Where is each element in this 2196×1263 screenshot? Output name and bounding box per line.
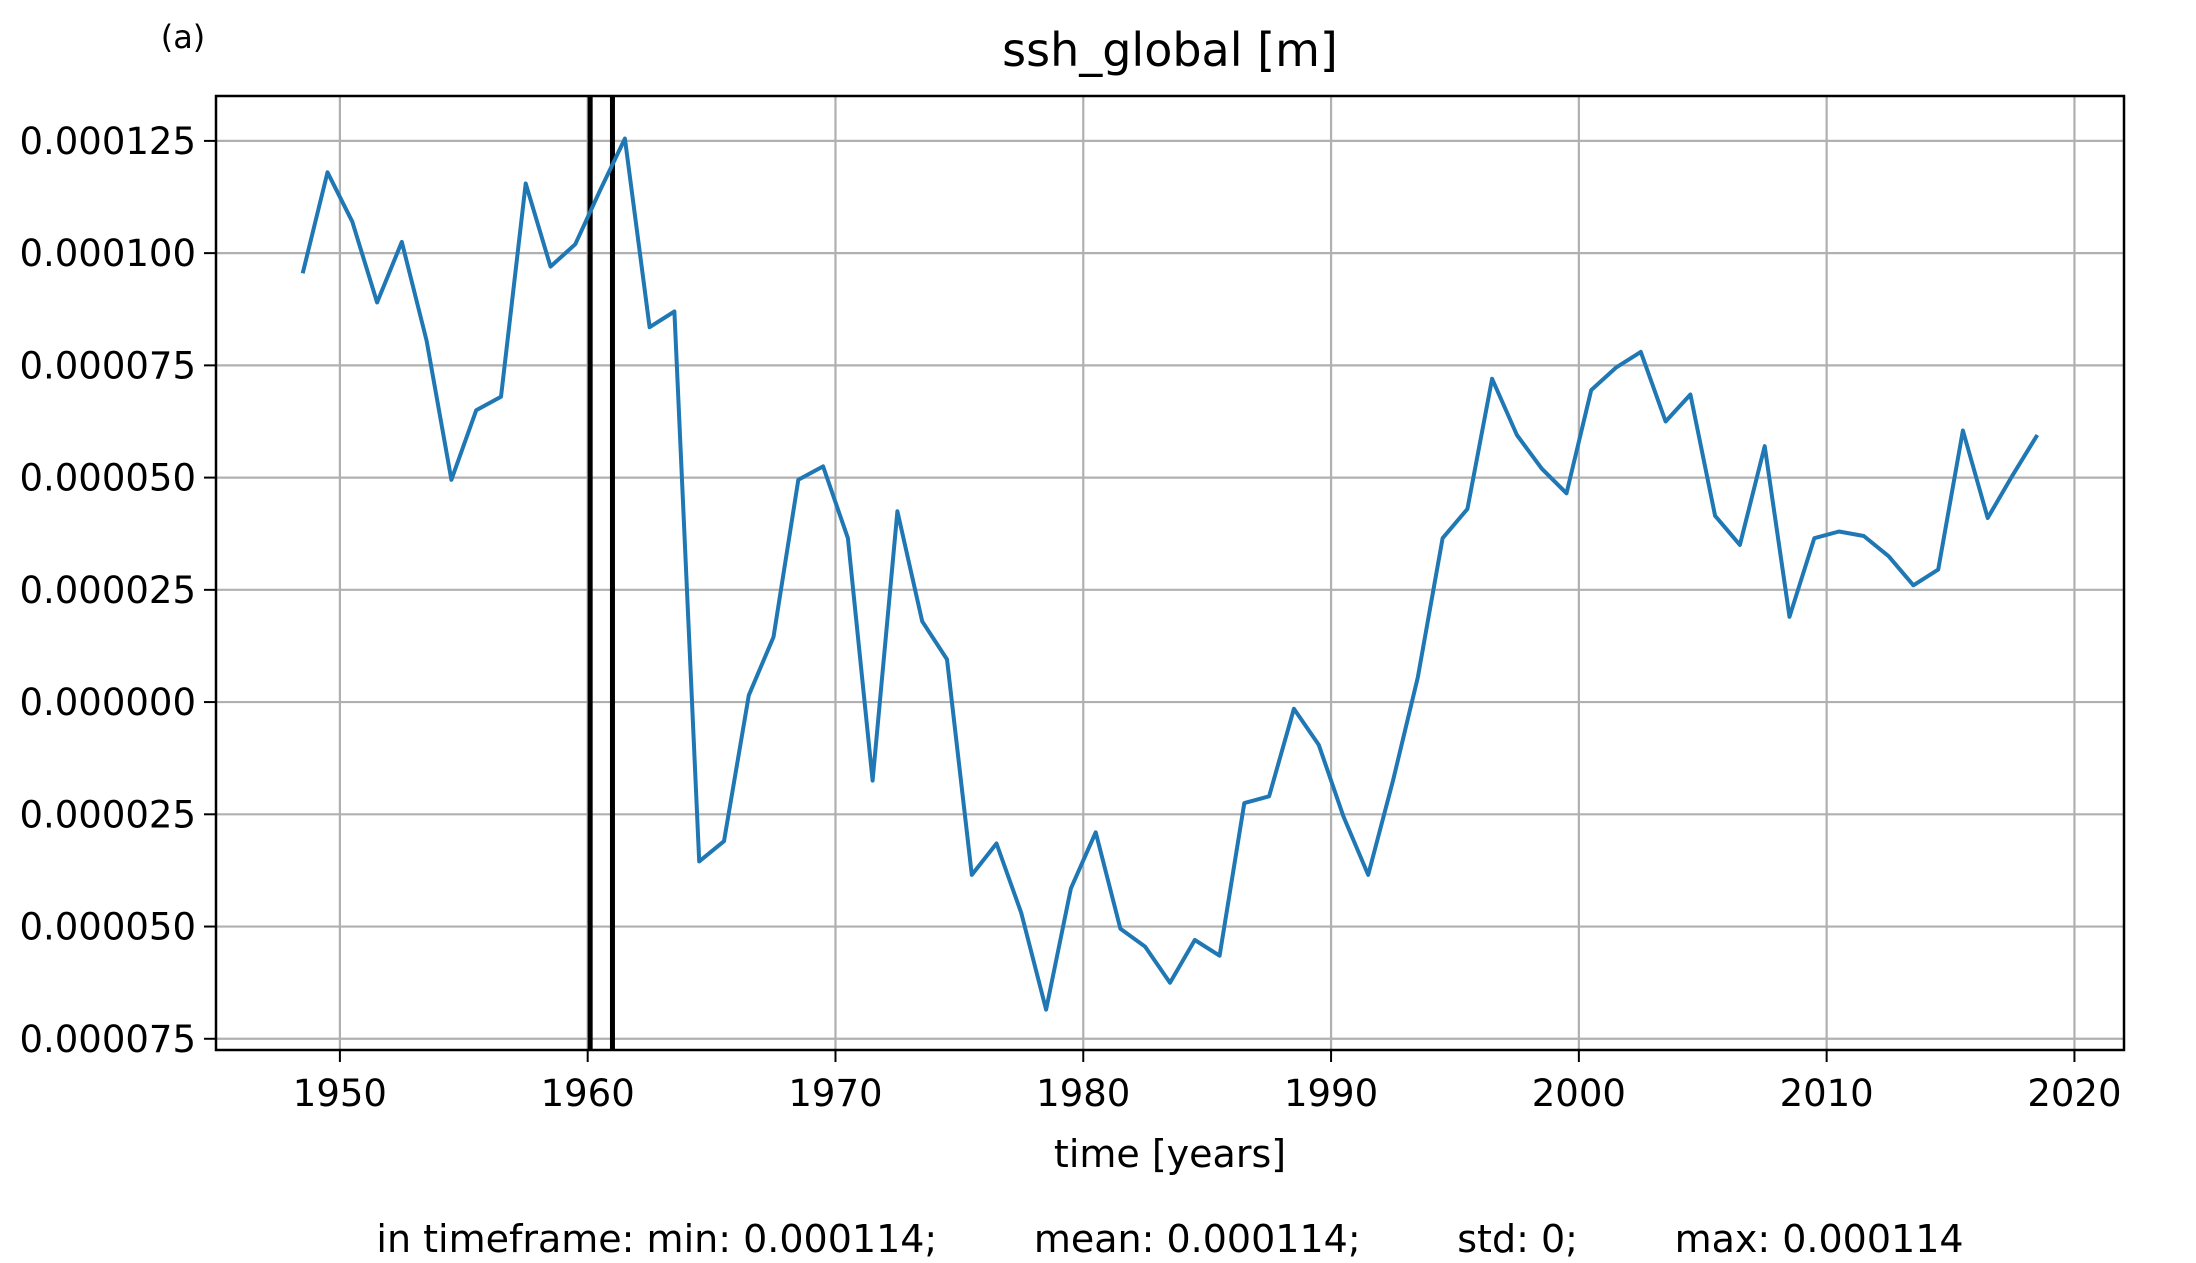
x-tick-label: 1960 [541, 1072, 635, 1115]
x-tick-label: 1980 [1036, 1072, 1130, 1115]
y-tick-label: 0.000125 [19, 120, 196, 163]
x-tick-label: 2000 [1532, 1072, 1626, 1115]
x-tick-label: 1970 [788, 1072, 882, 1115]
x-tick-label: 1950 [293, 1072, 387, 1115]
chart-title: ssh_global [m] [1002, 23, 1338, 77]
y-tick-label: 0.000075 [19, 344, 196, 387]
y-tick-label: 0.000025 [19, 793, 196, 836]
x-tick-label: 1990 [1284, 1072, 1378, 1115]
y-tick-label: 0.000050 [19, 457, 196, 500]
y-tick-label: 0.000075 [19, 1018, 196, 1061]
vertical-markers [587, 96, 615, 1050]
series-line-ssh-global [300, 136, 2040, 1012]
y-tick-label: 0.000000 [19, 681, 196, 724]
y-tick-label: 0.000050 [19, 906, 196, 949]
x-tick-label: 2010 [1780, 1072, 1874, 1115]
grid-lines [216, 96, 2124, 1050]
stats-footer: in timeframe: min: 0.000114; mean: 0.000… [376, 1217, 1963, 1261]
plot-frame [214, 94, 2126, 1052]
x-axis-label: time [years] [1054, 1132, 1286, 1176]
y-tick-label: 0.000025 [19, 569, 196, 612]
panel-label: (a) [161, 18, 206, 56]
y-tick-label: 0.000100 [19, 232, 196, 275]
x-tick-label: 2020 [2027, 1072, 2121, 1115]
x-axis-ticks: 1950 1960 1970 1980 1990 2000 2010 2020 [293, 1050, 2122, 1115]
y-axis-ticks: 0.000125 0.000100 0.000075 0.000050 0.000025… [19, 120, 216, 1061]
